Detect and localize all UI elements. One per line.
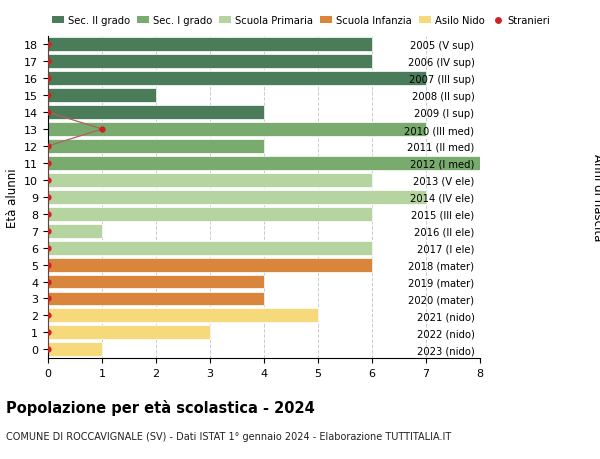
Text: COMUNE DI ROCCAVIGNALE (SV) - Dati ISTAT 1° gennaio 2024 - Elaborazione TUTTITAL: COMUNE DI ROCCAVIGNALE (SV) - Dati ISTAT…	[6, 431, 451, 442]
Bar	[48, 123, 426, 137]
Bar	[48, 342, 102, 357]
Bar	[48, 72, 426, 86]
Text: Popolazione per età scolastica - 2024: Popolazione per età scolastica - 2024	[6, 399, 315, 415]
Bar	[48, 258, 372, 272]
Legend: Sec. II grado, Sec. I grado, Scuola Primaria, Scuola Infanzia, Asilo Nido, Stran: Sec. II grado, Sec. I grado, Scuola Prim…	[48, 12, 554, 30]
Bar	[48, 275, 264, 289]
Bar	[48, 140, 264, 154]
Bar	[48, 190, 426, 204]
Bar	[48, 106, 264, 120]
Bar	[48, 38, 372, 52]
Bar	[48, 326, 210, 340]
Bar	[48, 174, 372, 187]
Bar	[48, 157, 480, 170]
Bar	[48, 89, 156, 103]
Bar	[48, 241, 372, 255]
Y-axis label: Età alunni: Età alunni	[5, 168, 19, 227]
Text: Anni di nascita: Anni di nascita	[590, 154, 600, 241]
Bar	[48, 55, 372, 69]
Bar	[48, 224, 102, 238]
Bar	[48, 292, 264, 306]
Bar	[48, 309, 318, 323]
Bar	[48, 207, 372, 221]
